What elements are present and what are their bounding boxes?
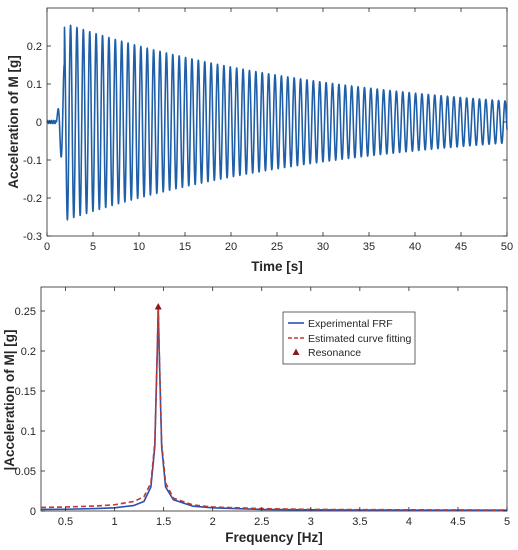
frf-y-tick-label: 0.2 [21,346,36,358]
time-x-tick-label: 30 [317,241,329,253]
time-y-tick-label: -0.1 [23,155,42,167]
time-y-tick-label: -0.3 [23,231,42,243]
frf-x-tick-label: 1.5 [156,516,171,528]
time-y-tick-label: -0.2 [23,193,42,205]
legend-swatch-resonance [292,348,300,355]
time-y-tick-label: 0.1 [27,79,42,91]
time-x-tick-label: 45 [455,241,467,253]
frf-x-tick-label: 1 [112,516,118,528]
estimated-curve-line [40,306,508,511]
legend-label-resonance: Resonance [308,347,361,359]
time-y-tick-label: 0 [36,117,42,129]
time-x-tick-label: 35 [363,241,375,253]
time-y-tick-label: 0.2 [27,41,42,53]
frf-x-tick-label: 4.5 [450,516,465,528]
legend-label-estimated: Estimated curve fitting [308,333,411,345]
frf-chart: 0.5 1 1.5 2 2.5 3 3.5 4 4.5 5 0 0.05 0.1 0.15 0.2 0.25… [2,286,510,545]
frf-series [40,303,508,511]
frf-y-tick-label: 0.05 [15,466,36,478]
frf-x-tick-label: 3 [308,516,314,528]
time-y-axis-label: Acceleration of M [g] [6,55,21,189]
time-x-tick-label: 25 [271,241,283,253]
frf-y-ticks: 0 0.05 0.1 0.15 0.2 0.25 [15,306,507,518]
frf-legend: Experimental FRF Estimated curve fitting… [282,311,416,365]
frf-x-tick-label: 2.5 [254,516,269,528]
time-x-tick-label: 5 [90,241,96,253]
frf-x-tick-label: 4 [406,516,412,528]
frf-x-ticks: 0.5 1 1.5 2 2.5 3 3.5 4 4.5 5 [58,287,510,528]
time-x-tick-label: 20 [225,241,237,253]
time-x-tick-label: 50 [501,241,513,253]
frf-y-axis-label: |Acceleration of M| [g] [2,329,17,470]
frf-x-axis-label: Frequency [Hz] [225,530,323,545]
time-x-ticks: 0 5 10 15 20 25 30 35 40 45 50 [44,8,513,253]
acceleration-time-series [46,24,508,221]
time-x-axis-label: Time [s] [251,259,303,274]
frf-x-tick-label: 0.5 [58,516,73,528]
time-x-tick-label: 0 [44,241,50,253]
time-x-tick-label: 10 [133,241,145,253]
time-x-tick-label: 15 [179,241,191,253]
frf-y-tick-label: 0.25 [15,306,36,318]
frf-y-tick-label: 0.1 [21,426,36,438]
time-y-ticks: -0.3 -0.2 -0.1 0 0.1 0.2 [23,41,507,243]
time-response-chart: 0 5 10 15 20 25 30 35 40 45 50 -0.3 -0.2 -0.1 0 0.1 0.2… [6,7,513,274]
frf-plot-frame [40,286,508,512]
legend-label-experimental: Experimental FRF [308,318,393,330]
frf-x-tick-label: 2 [210,516,216,528]
time-x-tick-label: 40 [409,241,421,253]
legend-box [282,311,416,365]
resonance-marker [154,303,162,310]
frf-x-tick-label: 5 [504,516,510,528]
frf-y-tick-label: 0.15 [15,386,36,398]
frf-y-tick-label: 0 [30,506,36,518]
frf-x-tick-label: 3.5 [352,516,367,528]
